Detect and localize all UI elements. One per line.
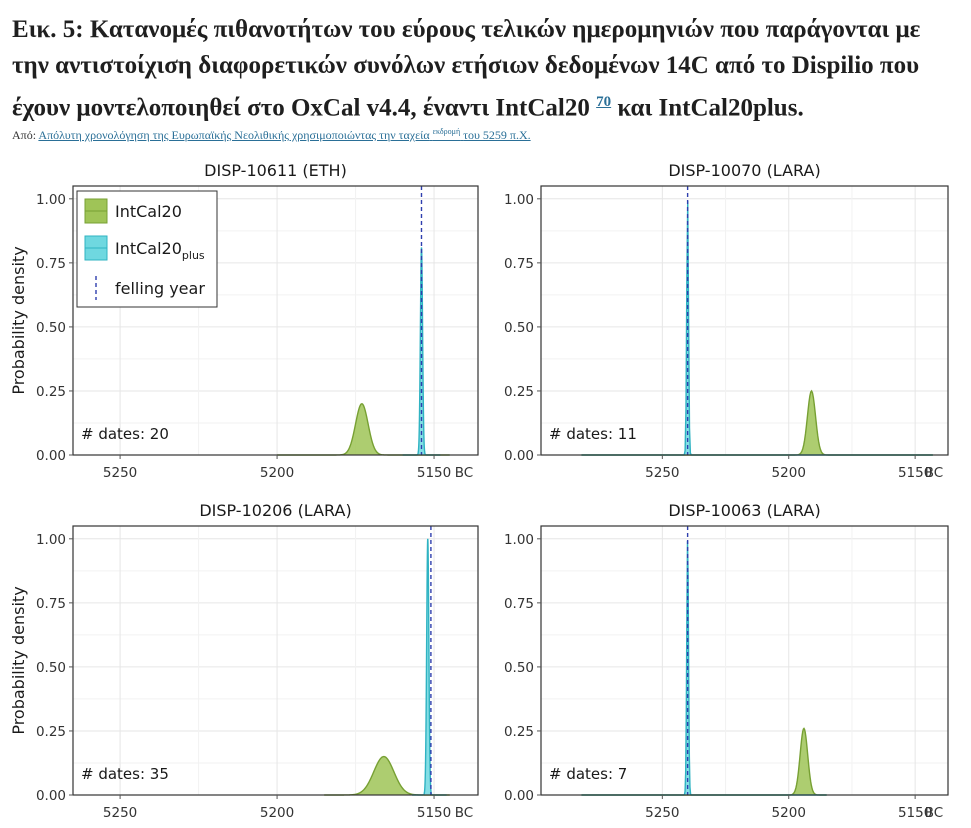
y-tick-label: 0.50 xyxy=(36,660,66,676)
y-axis-label: Probability density xyxy=(9,586,28,734)
source-prefix: Από: xyxy=(12,128,37,142)
x-unit-label: BC xyxy=(925,805,943,821)
x-unit-label: BC xyxy=(455,465,473,481)
y-tick-label: 0.75 xyxy=(36,596,66,612)
y-tick-label: 0.50 xyxy=(504,660,534,676)
x-tick-label: 5150 xyxy=(417,465,451,481)
x-unit-label: BC xyxy=(455,805,473,821)
x-tick-label: 5250 xyxy=(645,805,679,821)
dates-count-label: # dates: 35 xyxy=(81,765,169,783)
intcal20-density-area xyxy=(581,728,827,795)
y-tick-label: 0.75 xyxy=(504,596,534,612)
x-tick-label: 5250 xyxy=(103,465,137,481)
legend-label-subscript: plus xyxy=(182,249,205,262)
y-tick-label: 0.00 xyxy=(36,788,66,804)
panel-frame xyxy=(540,525,949,796)
panel-frame xyxy=(72,185,479,456)
panel-title: DISP-10206 (LARA) xyxy=(199,501,351,520)
panel-title: DISP-10611 (ETH) xyxy=(204,161,347,180)
y-tick-label: 0.25 xyxy=(36,724,66,740)
source-link-sup: εκδρομή xyxy=(432,127,461,136)
x-tick-label: 5200 xyxy=(260,465,294,481)
x-tick-label: 5150 xyxy=(898,465,932,481)
x-tick-label: 5200 xyxy=(772,465,806,481)
intcal20-density-area xyxy=(324,756,450,795)
y-tick-label: 0.75 xyxy=(36,256,66,272)
source-article-link[interactable]: Απόλυτη χρονολόγηση της Ευρωπαϊκής Νεολι… xyxy=(38,127,531,142)
y-tick-label: 0.00 xyxy=(36,448,66,464)
panel-title: DISP-10070 (LARA) xyxy=(668,161,820,180)
y-tick-label: 0.25 xyxy=(36,384,66,400)
intcal20plus-density-area xyxy=(402,247,441,455)
legend-label-intcal20: IntCal20 xyxy=(115,202,182,221)
y-tick-label: 0.25 xyxy=(504,724,534,740)
source-line: Από: Απόλυτη χρονολόγηση της Ευρωπαϊκής … xyxy=(12,127,531,143)
panel-background xyxy=(73,526,478,795)
y-tick-label: 1.00 xyxy=(504,532,534,548)
y-tick-label: 1.00 xyxy=(504,192,534,208)
y-tick-label: 0.50 xyxy=(36,320,66,336)
x-tick-label: 5150 xyxy=(417,805,451,821)
panel-frame xyxy=(72,525,479,796)
dates-count-label: # dates: 20 xyxy=(81,425,169,443)
dates-count-label: # dates: 7 xyxy=(549,765,627,783)
source-link-tail: του 5259 π.Χ. xyxy=(463,128,531,142)
panel-frame xyxy=(540,185,949,456)
caption-tail: και IntCal20plus. xyxy=(617,94,804,122)
x-tick-label: 5150 xyxy=(898,805,932,821)
y-axis-label: Probability density xyxy=(9,246,28,394)
panel-title: DISP-10063 (LARA) xyxy=(668,501,820,520)
y-tick-label: 0.75 xyxy=(504,256,534,272)
y-tick-label: 1.00 xyxy=(36,532,66,548)
panel-background xyxy=(541,526,948,795)
dates-count-label: # dates: 11 xyxy=(549,425,637,443)
y-tick-label: 0.50 xyxy=(504,320,534,336)
y-tick-label: 0.00 xyxy=(504,788,534,804)
y-tick-label: 0.00 xyxy=(504,448,534,464)
x-tick-label: 5200 xyxy=(772,805,806,821)
x-unit-label: BC xyxy=(925,465,943,481)
intcal20-density-area xyxy=(277,403,450,455)
legend-label-felling: felling year xyxy=(115,279,205,298)
source-link-main: Απόλυτη χρονολόγηση της Ευρωπαϊκής Νεολι… xyxy=(38,128,430,142)
figure-caption: Εικ. 5: Κατανομές πιθανοτήτων του εύρους… xyxy=(12,12,957,126)
caption-reference-link[interactable]: 70 xyxy=(596,94,612,110)
x-tick-label: 5200 xyxy=(260,805,294,821)
caption-text: Εικ. 5: Κατανομές πιθανοτήτων του εύρους… xyxy=(12,16,921,122)
y-tick-label: 0.25 xyxy=(504,384,534,400)
x-tick-label: 5250 xyxy=(645,465,679,481)
panel-background xyxy=(541,186,948,455)
y-tick-label: 1.00 xyxy=(36,192,66,208)
x-tick-label: 5250 xyxy=(103,805,137,821)
